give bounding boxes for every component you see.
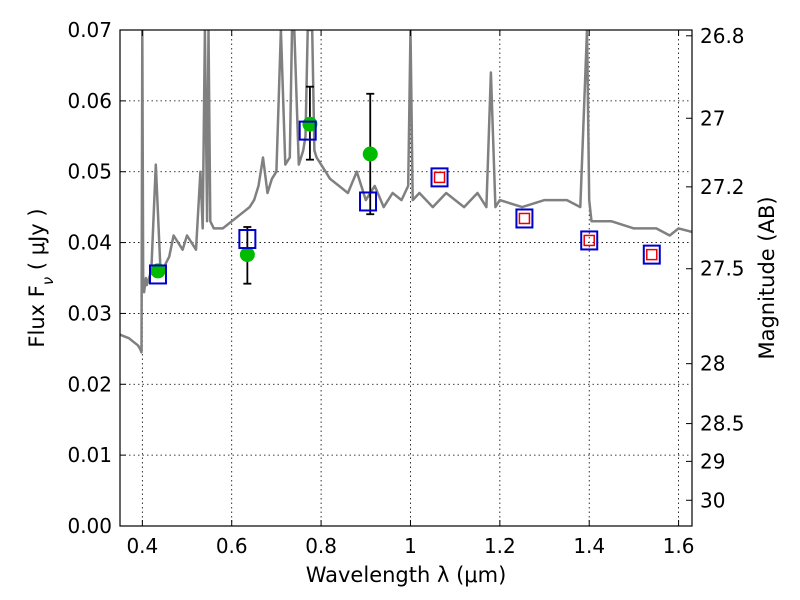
y-tick-label: 0.01 (67, 443, 112, 467)
right-tick-label: 29 (700, 449, 725, 473)
model-band-flux-marker (359, 191, 378, 212)
right-tick-label: 30 (700, 488, 725, 512)
y-tick-label: 0.00 (67, 514, 112, 538)
y-tick-label: 0.07 (67, 18, 112, 42)
observed-flux-point (150, 263, 166, 279)
model-band-flux-marker (430, 167, 449, 188)
y-tick-label: 0.02 (67, 372, 112, 396)
x-tick-label: 0.6 (216, 534, 248, 558)
predicted-band-flux-marker (646, 248, 658, 261)
x-tick-label: 1.6 (663, 534, 695, 558)
y-axis-label: Flux Fν ( μJy ) (25, 208, 57, 347)
axis-ticks: 0.4 0.6 0.8 1 1.2 1.4 1.6 0.00 0.01 0.02 0.03 0.04 0… (67, 18, 744, 558)
model-band-flux-marker (148, 264, 167, 285)
observed-flux-point (302, 116, 318, 132)
observed-flux-point (239, 247, 255, 263)
right-tick-label: 28.5 (700, 412, 745, 436)
plot-series (120, 30, 692, 354)
right-tick-label: 26.8 (700, 24, 745, 48)
model-band-flux-marker (580, 230, 599, 251)
predicted-band-flux-marker (433, 171, 446, 184)
right-tick-label: 27.5 (700, 257, 745, 281)
right-tick-label: 27 (700, 106, 725, 130)
model-band-flux-marker (238, 229, 257, 250)
x-tick-label: 0.8 (305, 534, 337, 558)
predicted-band-flux-marker (518, 212, 531, 225)
x-tick-label: 0.4 (126, 534, 158, 558)
right-axis-label: Magnitude (AB) (755, 196, 779, 359)
x-axis-label: Wavelength λ (μm) (306, 563, 507, 587)
right-tick-label: 28 (700, 352, 725, 376)
right-tick-label: 27.2 (700, 175, 745, 199)
y-tick-label: 0.06 (67, 89, 112, 113)
x-tick-label: 1.2 (484, 534, 516, 558)
plot-frame (119, 29, 693, 527)
model-band-flux-marker (642, 244, 661, 265)
observed-flux-point (362, 146, 378, 162)
model-spectrum-line (120, 30, 692, 354)
model-band-flux-marker (298, 120, 317, 141)
x-tick-label: 1.4 (573, 534, 605, 558)
y-tick-label: 0.04 (67, 231, 112, 255)
x-tick-label: 1 (404, 534, 417, 558)
predicted-band-flux-marker (583, 234, 595, 247)
model-band-flux-marker (515, 208, 534, 229)
y-tick-label: 0.03 (67, 301, 112, 325)
y-tick-label: 0.05 (67, 160, 112, 184)
